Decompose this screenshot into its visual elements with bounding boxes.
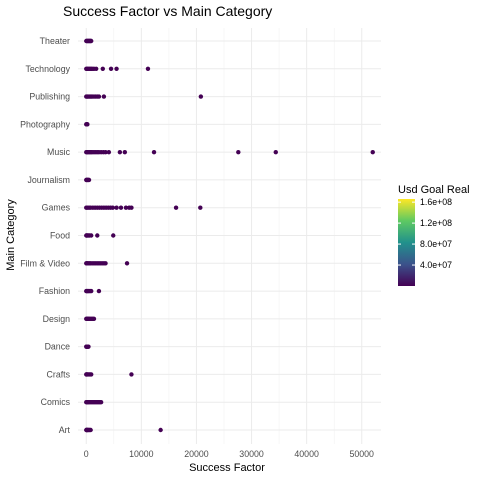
data-point — [95, 233, 100, 238]
data-point — [117, 149, 123, 155]
x-tick-label: 0 — [84, 449, 89, 459]
x-tick-label: 10000 — [129, 449, 154, 459]
data-point — [124, 261, 130, 266]
x-axis-ticks: 0 10000 20000 30000 40000 50000 — [84, 449, 374, 459]
data-point — [129, 205, 134, 210]
y-tick-label: Food — [50, 231, 70, 241]
data-point — [114, 205, 119, 210]
y-tick-label: Photography — [20, 119, 70, 129]
legend-ticks: 4.0e+07 8.0e+07 1.2e+08 1.6e+08 — [398, 197, 452, 270]
x-tick-label: 20000 — [184, 449, 209, 459]
data-point — [96, 94, 102, 99]
chart-title: Success Factor vs Main Category — [63, 3, 272, 19]
legend-tick-label: 1.2e+08 — [420, 218, 452, 228]
data-point — [89, 372, 94, 377]
legend-tick-label: 1.6e+08 — [420, 197, 452, 207]
data-point — [101, 94, 107, 99]
legend-title: Usd Goal Real — [398, 184, 470, 196]
legend-tick-label: 4.0e+07 — [420, 260, 452, 270]
data-point — [118, 205, 124, 210]
y-axis-ticks: Art Comics Crafts Dance Design Fashion Film & … — [20, 36, 70, 435]
x-tick-label: 40000 — [294, 449, 319, 459]
color-legend: Usd Goal Real 4.0e+07 8.0e+07 1.2e+08 1.6e+… — [398, 184, 470, 286]
data-point — [89, 288, 94, 294]
data-point — [93, 66, 99, 71]
data-point — [103, 261, 108, 266]
data-point — [122, 149, 128, 155]
grid — [78, 28, 381, 444]
data-point — [151, 149, 157, 155]
data-point — [114, 66, 119, 71]
data-point — [96, 288, 102, 294]
data-point — [236, 149, 241, 155]
y-tick-label: Film & Video — [20, 258, 70, 268]
data-point — [86, 177, 92, 183]
y-tick-label: Games — [42, 203, 71, 213]
points — [84, 38, 375, 433]
data-point — [173, 205, 179, 210]
data-point — [88, 427, 93, 433]
data-point — [198, 205, 203, 210]
y-tick-label: Technology — [25, 64, 70, 74]
data-point — [89, 38, 94, 44]
data-point — [123, 205, 129, 210]
x-axis-title: Success Factor — [189, 462, 265, 474]
data-point — [370, 149, 375, 155]
y-tick-label: Design — [43, 314, 70, 324]
data-point — [100, 66, 105, 71]
legend-tick-label: 8.0e+07 — [420, 239, 452, 249]
y-tick-label: Art — [59, 425, 71, 435]
data-point — [158, 427, 163, 433]
data-point — [111, 233, 116, 238]
data-point — [198, 94, 204, 99]
data-point — [85, 122, 90, 127]
x-tick-label: 30000 — [239, 449, 264, 459]
data-point — [86, 344, 91, 349]
data-point — [106, 149, 112, 155]
data-point — [110, 205, 115, 210]
data-point — [91, 316, 97, 322]
data-point — [98, 400, 104, 405]
x-tick-label: 50000 — [349, 449, 374, 459]
data-point — [273, 149, 278, 155]
y-tick-label: Music — [47, 147, 71, 157]
data-point — [145, 66, 151, 71]
data-point — [89, 233, 94, 238]
y-tick-label: Theater — [40, 36, 70, 46]
legend-colorbar — [398, 199, 415, 286]
y-tick-label: Publishing — [29, 92, 70, 102]
y-tick-label: Dance — [45, 342, 71, 352]
data-point — [108, 66, 114, 71]
y-tick-label: Crafts — [47, 369, 71, 379]
y-tick-label: Comics — [41, 397, 71, 407]
y-axis-title: Main Category — [5, 199, 17, 271]
y-tick-label: Fashion — [39, 286, 70, 296]
y-tick-label: Journalism — [27, 175, 70, 185]
data-point — [129, 372, 134, 377]
data-point — [103, 149, 108, 155]
